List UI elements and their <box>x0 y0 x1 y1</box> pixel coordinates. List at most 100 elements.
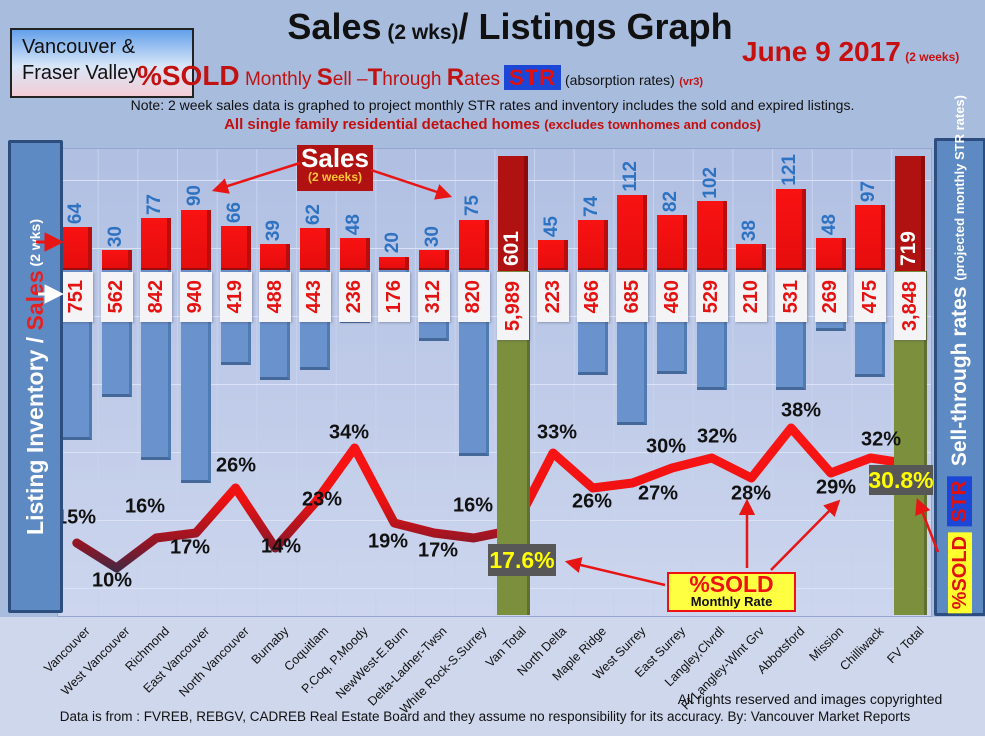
inventory-label-box: 312 <box>417 272 450 322</box>
inventory-label-box: 443 <box>298 272 331 322</box>
region-line1: Vancouver & <box>22 36 136 58</box>
region-line2: Fraser Valley <box>22 62 139 84</box>
inventory-value: 5,989 <box>501 280 524 332</box>
str-badge: STR <box>504 65 562 90</box>
inventory-value: 176 <box>382 280 405 314</box>
report-date: June 9 2017 (2 weeks) <box>742 36 960 67</box>
sales-bar <box>101 249 132 270</box>
sales-bar <box>577 220 608 270</box>
inventory-label-box: 236 <box>338 272 371 322</box>
fv-total-rate-box: 30.8% <box>868 465 934 495</box>
sold-rate-label: 14% <box>260 535 302 558</box>
sold-rate-label: 23% <box>301 488 343 511</box>
data-source-text: Data is from : FVREB, REBGV, CADREB Real… <box>59 709 911 724</box>
inventory-value: 466 <box>581 280 604 314</box>
inventory-value: 751 <box>65 280 88 314</box>
sales-value: 62 <box>302 204 324 226</box>
sales-value: 48 <box>342 213 364 235</box>
sales-bar <box>61 226 92 270</box>
sales-bar <box>617 194 648 270</box>
inventory-value: 940 <box>184 280 207 314</box>
sold-rate-label: 16% <box>452 494 494 517</box>
sales-bar <box>458 219 489 270</box>
sold-rate-label: 29% <box>815 476 857 499</box>
note-text: Note: 2 week sales data is graphed to pr… <box>130 97 855 113</box>
sales-bar <box>736 244 767 270</box>
total-sales-bar <box>895 156 926 271</box>
inventory-value: 236 <box>343 280 366 314</box>
inventory-label-box: 210 <box>735 272 768 322</box>
sales-bar <box>538 239 569 270</box>
sales-value: 77 <box>144 194 166 216</box>
sales-bar <box>180 209 211 270</box>
sold-rate-label: 28% <box>730 482 772 505</box>
region-title-box: Vancouver & Fraser Valley <box>10 28 194 98</box>
sales-value: 39 <box>263 219 285 241</box>
sold-rate-label: 27% <box>637 482 679 505</box>
copyright-text: All rights reserved and images copyright… <box>677 691 943 707</box>
inventory-label-box: 562 <box>100 272 133 322</box>
sales-value: 90 <box>183 185 205 207</box>
total-inventory-label-box: 3,848 <box>894 272 927 340</box>
sales-bar <box>220 225 251 270</box>
footer-background <box>0 617 985 736</box>
sales-value: 75 <box>461 195 483 217</box>
sales-value: 48 <box>818 213 840 235</box>
inventory-value: 529 <box>700 280 723 314</box>
inventory-label-box: 940 <box>179 272 212 322</box>
sold-rate-label: 32% <box>696 425 738 448</box>
inventory-value: 460 <box>660 280 683 314</box>
total-sales-value: 601 <box>500 230 524 266</box>
sales-bar <box>815 237 846 270</box>
sales-bar <box>141 218 172 270</box>
inventory-label-box: 466 <box>576 272 609 322</box>
sales-bar <box>696 201 727 270</box>
sold-rate-label: 17% <box>169 536 211 559</box>
inventory-value: 269 <box>819 280 842 314</box>
inventory-label-box: 531 <box>775 272 808 322</box>
inventory-label-box: 460 <box>656 272 689 322</box>
sales-bar <box>379 256 410 270</box>
sales-value: 74 <box>580 196 602 218</box>
sales-bar <box>418 249 449 270</box>
inventory-value: 488 <box>263 280 286 314</box>
sold-rate-label: 34% <box>328 421 370 444</box>
sales-value: 97 <box>858 180 880 202</box>
inventory-value: 820 <box>462 280 485 314</box>
sold-rate-label: 26% <box>215 454 257 477</box>
sales-value: 102 <box>699 166 721 199</box>
total-inventory-label-box: 5,989 <box>497 272 530 340</box>
inventory-label-box: 223 <box>537 272 570 322</box>
van-total-rate-box: 17.6% <box>488 544 556 576</box>
inventory-label-box: 842 <box>140 272 173 322</box>
inventory-label-box: 820 <box>457 272 490 322</box>
subtitle-str: %SOLD Monthly Sell –Through Rates STR (abs… <box>136 60 704 91</box>
sales-callout: Sales (2 weeks) <box>297 145 373 191</box>
inventory-value: 312 <box>422 280 445 314</box>
inventory-value: 685 <box>620 280 643 314</box>
sales-bar <box>855 204 886 270</box>
sold-rate-label: 17% <box>417 539 459 562</box>
inventory-label-box: 529 <box>695 272 728 322</box>
str-badge-side: STR <box>947 475 972 526</box>
sold-rate-label: 16% <box>124 495 166 518</box>
sales-bar <box>657 214 688 270</box>
inventory-label-box: 475 <box>854 272 887 322</box>
sales-bar <box>260 243 291 270</box>
inventory-label-box: 751 <box>60 272 93 322</box>
sales-value: 38 <box>739 220 761 242</box>
sold-rate-label: 33% <box>536 421 578 444</box>
sales-value: 82 <box>660 190 682 212</box>
page-title: Sales (2 wks)/ Listings Graph <box>287 6 733 47</box>
sold-badge: %SOLD <box>948 531 972 613</box>
sales-value: 30 <box>104 225 126 247</box>
inventory-value: 419 <box>224 280 247 314</box>
inventory-value: 3,848 <box>898 280 921 332</box>
inventory-value: 223 <box>541 280 564 314</box>
inventory-label-box: 685 <box>616 272 649 322</box>
sold-monthly-rate-callout: %SOLD Monthly Rate <box>667 572 796 612</box>
scope-text: All single family residential detached h… <box>224 116 761 133</box>
sales-bar <box>299 228 330 270</box>
total-sales-bar <box>498 156 529 271</box>
